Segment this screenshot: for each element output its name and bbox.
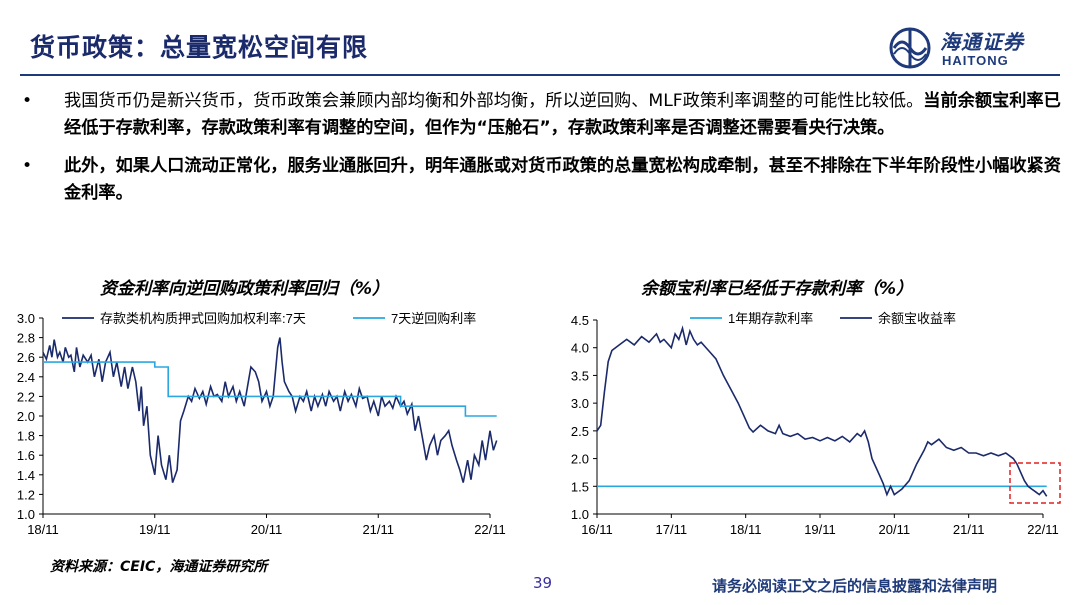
title-divider [20, 74, 1060, 76]
x-tick-label: 20/11 [251, 522, 283, 537]
chart-right-yuebao-rate: 1.0 1.5 2.0 2.5 3.0 3.5 4.0 4.5 16/11 17/11 18/11 1… [571, 311, 1061, 537]
haitong-logo: 海通证券 HAITONG [888, 26, 1048, 70]
y-tick-label: 2.4 [17, 370, 35, 385]
x-tick-label: 18/11 [730, 522, 762, 537]
x-tick-label: 17/11 [656, 522, 688, 537]
x-tick-label: 22/11 [474, 522, 506, 537]
y-tick-label: 1.6 [17, 448, 35, 463]
highlight-box [1009, 462, 1061, 504]
y-tick-label: 3.0 [17, 311, 35, 326]
y-tick-label: 2.0 [571, 452, 589, 467]
y-tick-label: 1.5 [571, 479, 589, 494]
series-line-1 [596, 325, 1048, 497]
bullet-text-bold: 当前余额宝利率已经低于存款利率，存款政策利率有调整的空间，但作为“压舱石”，存款… [64, 91, 1061, 138]
legend-label: 1年期存款利率 [728, 311, 813, 326]
x-tick-label: 21/11 [362, 522, 394, 537]
x-tick-label: 20/11 [879, 522, 911, 537]
y-tick-label: 1.8 [17, 429, 35, 444]
series-line-0 [42, 337, 498, 483]
bullet-marker: • [22, 156, 33, 176]
legend-label: 余额宝收益率 [878, 311, 956, 326]
source-note: 资料来源：CEIC，海通证券研究所 [50, 559, 268, 575]
y-tick-label: 2.6 [17, 350, 35, 365]
bullet-text-bold: 此外，如果人口流动正常化，服务业通胀回升，明年通胀或对货币政策的总量宽松构成牵制… [64, 156, 1061, 203]
x-tick-label: 19/11 [139, 522, 171, 537]
y-tick-label: 1.0 [571, 507, 589, 522]
bullet-item: • 此外，如果人口流动正常化，服务业通胀回升，明年通胀或对货币政策的总量宽松构成… [22, 153, 1062, 207]
y-tick-label: 2.5 [571, 424, 589, 439]
logo-chinese-name: 海通证券 [940, 30, 1024, 54]
page-title: 货币政策：总量宽松空间有限 [30, 33, 369, 62]
chart-right-title: 余额宝利率已经低于存款利率（%） [641, 279, 914, 299]
y-tick-label: 2.8 [17, 331, 35, 346]
bullet-text: 我国货币仍是新兴货币，货币政策会兼顾内部均衡和外部均衡，所以逆回购、MLF政策利… [64, 91, 924, 111]
x-tick-label: 22/11 [1027, 522, 1059, 537]
y-tick-label: 1.2 [17, 487, 35, 502]
y-tick-label: 1.0 [17, 507, 35, 522]
y-tick-label: 2.2 [17, 389, 35, 404]
bullet-marker: • [22, 91, 33, 111]
y-tick-label: 4.0 [571, 341, 589, 356]
bullet-list: • 我国货币仍是新兴货币，货币政策会兼顾内部均衡和外部均衡，所以逆回购、MLF政… [22, 88, 1062, 218]
y-tick-label: 2.0 [17, 409, 35, 424]
y-tick-label: 1.4 [17, 468, 35, 483]
haitong-emblem-icon [889, 27, 931, 69]
chart-left-title: 资金利率向逆回购政策利率回归（%） [100, 279, 390, 299]
x-tick-label: 18/11 [27, 522, 59, 537]
logo-english-name: HAITONG [942, 53, 1009, 68]
x-tick-label: 19/11 [804, 522, 836, 537]
y-tick-label: 4.5 [571, 313, 589, 328]
x-tick-label: 16/11 [581, 522, 613, 537]
page-number: 39 [533, 574, 553, 592]
legal-disclaimer: 请务必阅读正文之后的信息披露和法律声明 [712, 577, 998, 595]
series-line-1 [43, 361, 497, 417]
y-tick-label: 3.0 [571, 396, 589, 411]
chart-left-funding-rate: 1.0 1.2 1.4 1.6 1.8 2.0 2.2 2.4 2.6 2.8 3.0 18/11 19… [17, 311, 506, 537]
legend-label: 存款类机构质押式回购加权利率:7天 [100, 311, 306, 326]
x-tick-label: 21/11 [953, 522, 985, 537]
legend-label: 7天逆回购利率 [391, 311, 476, 326]
bullet-item: • 我国货币仍是新兴货币，货币政策会兼顾内部均衡和外部均衡，所以逆回购、MLF政… [22, 88, 1062, 142]
y-tick-label: 3.5 [571, 368, 589, 383]
